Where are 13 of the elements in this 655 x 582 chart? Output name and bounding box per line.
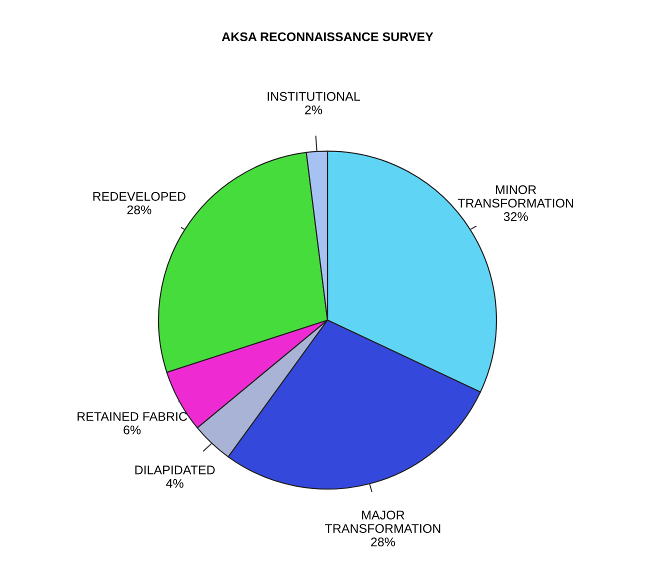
data-label: 32% — [504, 212, 528, 222]
data-label: 4% — [166, 479, 184, 488]
slice-label: MAJOR TRANSFORMATION — [325, 510, 440, 533]
data-label: 28% — [127, 205, 152, 214]
data-label: 28% — [371, 538, 396, 546]
slice-label: DILAPIDATED — [135, 466, 215, 474]
slice-label: INSTITUTIONAL — [268, 92, 360, 101]
chart-title: AKSA RECONNAISSANCE SURVEY — [222, 32, 434, 42]
slice-label: MINOR TRANSFORMATION — [458, 185, 574, 208]
slice-label: RETAINED FABRIC — [78, 412, 188, 421]
data-label: 2% — [305, 105, 322, 114]
slice-label: REDEVELOPED — [93, 192, 186, 201]
data-label: 6% — [124, 426, 141, 434]
